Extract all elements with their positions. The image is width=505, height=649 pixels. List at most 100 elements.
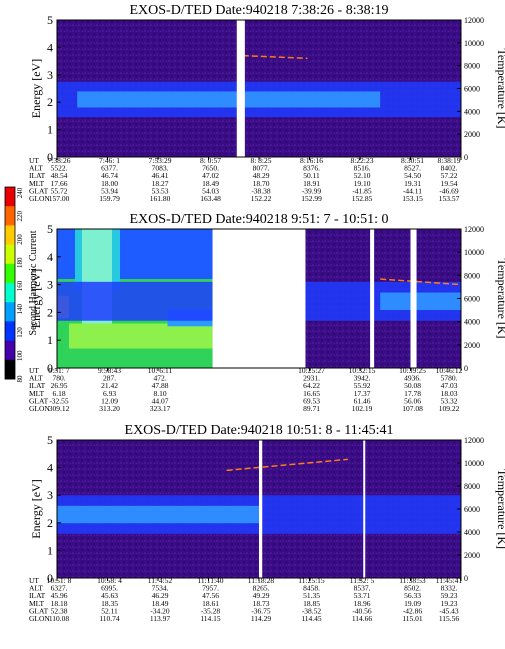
colorbar: 240 220 200 180 160 140 120 100 80 Second Harmoni… xyxy=(4,186,39,383)
colorbar-swatch xyxy=(5,359,15,380)
table-cell: 5780. xyxy=(441,374,458,383)
table-cell: 10:39:25 xyxy=(399,366,426,375)
colorbar-swatch xyxy=(5,283,15,303)
y-tick-label: 3 xyxy=(47,278,53,292)
table-cell: -46.69 xyxy=(439,186,459,195)
y2-tick-label: 12000 xyxy=(464,225,484,234)
y-axis-label: Energy [eV] xyxy=(29,479,43,538)
table-cell: 12.09 xyxy=(101,396,118,405)
table-cell: 53.32 xyxy=(441,396,458,405)
table-cell: 7:53:29 xyxy=(149,156,172,165)
row-label: UT xyxy=(29,576,39,585)
row-label: ILAT xyxy=(29,171,46,180)
table-cell: 50.08 xyxy=(404,381,421,390)
table-cell: 10:25:27 xyxy=(298,366,325,375)
table-cell: 46.74 xyxy=(101,171,118,180)
table-cell: 18.91 xyxy=(303,179,320,188)
table-cell: 19.54 xyxy=(441,179,458,188)
y-tick-label: 5 xyxy=(47,433,53,447)
table-cell: 54.50 xyxy=(404,171,421,180)
colorbar-tick-label: 100 xyxy=(16,350,24,361)
table-cell: 153.57 xyxy=(439,194,460,203)
table-cell: 109.22 xyxy=(439,404,460,413)
y-tick-label: 0 xyxy=(47,150,53,164)
y2-tick-label: 12000 xyxy=(464,16,484,25)
temperature-trace xyxy=(242,54,308,60)
table-cell: 161.80 xyxy=(150,194,171,203)
row-label: UT xyxy=(29,366,39,375)
y-tick-label: 2 xyxy=(47,95,53,109)
y2-axis-label: Temperature [K] xyxy=(495,48,505,128)
table-cell: 18.73 xyxy=(253,599,270,608)
table-cell: 50.11 xyxy=(303,171,320,180)
y2-tick-label: 8000 xyxy=(464,62,480,71)
y2-tick-label: 2000 xyxy=(464,130,480,139)
table-cell: 159.79 xyxy=(99,194,120,203)
table-cell: 7957. xyxy=(202,584,219,593)
colorbar-tick-label: 80 xyxy=(16,375,24,383)
table-cell: 152.85 xyxy=(352,194,373,203)
spectrogram-panel-2: EXOS-D/TED Date:940218 9:51: 7 - 10:51: … xyxy=(29,212,505,413)
row-label: MLT xyxy=(29,179,45,188)
y2-tick-label: 8000 xyxy=(464,482,480,491)
table-cell: 114.29 xyxy=(251,614,272,623)
table-cell: 7:46: 1 xyxy=(99,156,120,165)
table-cell: 46.41 xyxy=(152,171,169,180)
table-cell: 6377. xyxy=(101,164,118,173)
table-cell: 115.01 xyxy=(402,614,423,623)
y-axis-label: Energy [eV] xyxy=(29,59,43,118)
table-cell: 152.99 xyxy=(301,194,322,203)
panel-title: EXOS-D/TED Date:940218 7:38:26 - 8:38:19 xyxy=(130,3,389,18)
y-tick-label: 1 xyxy=(47,333,53,347)
table-cell: 19.23 xyxy=(441,599,458,608)
table-cell: 153.15 xyxy=(402,194,423,203)
table-cell: 9:58:43 xyxy=(98,366,121,375)
y-tick-label: 5 xyxy=(47,222,53,236)
table-cell: 44.07 xyxy=(152,396,169,405)
table-cell: 6995. xyxy=(101,584,118,593)
row-label: GLAT xyxy=(29,186,49,195)
table-cell: 18.70 xyxy=(253,179,270,188)
table-cell: -38.38 xyxy=(251,186,271,195)
row-label: GLON xyxy=(29,614,50,623)
y-tick-label: 3 xyxy=(47,68,53,82)
table-cell: 18.27 xyxy=(152,179,169,188)
table-cell: 114.45 xyxy=(301,614,322,623)
row-label: ILAT xyxy=(29,381,46,390)
table-cell: 157.00 xyxy=(49,194,70,203)
colorbar-label: Second Harmonic Current xyxy=(28,230,39,335)
y-tick-label: 1 xyxy=(47,123,53,137)
y2-tick-label: 6000 xyxy=(464,85,480,94)
y2-tick-label: 4000 xyxy=(464,528,480,537)
y-tick-label: 4 xyxy=(47,250,53,264)
table-cell: 8527. xyxy=(404,164,421,173)
table-cell: 56.33 xyxy=(404,591,421,600)
table-cell: 48.54 xyxy=(51,171,68,180)
row-label: GLON xyxy=(29,404,50,413)
data-gap xyxy=(259,439,263,579)
colorbar-tick-label: 180 xyxy=(16,257,24,268)
table-cell: 17.78 xyxy=(404,389,421,398)
y-tick-label: 2 xyxy=(47,516,53,530)
table-cell: 8537. xyxy=(354,584,371,593)
table-cell: 55.92 xyxy=(354,381,371,390)
table-cell: 64.22 xyxy=(303,381,320,390)
table-cell: 89.71 xyxy=(303,404,320,413)
y2-tick-label: 6000 xyxy=(464,295,480,304)
y-tick-label: 1 xyxy=(47,543,53,557)
table-cell: 11:45:41 xyxy=(436,576,463,585)
table-cell: 110.08 xyxy=(49,614,70,623)
colorbar-tick-label: 240 xyxy=(16,187,24,198)
colorbar-swatch xyxy=(5,244,15,265)
colorbar-swatch xyxy=(5,187,15,207)
table-cell: 59.23 xyxy=(441,591,458,600)
table-cell: 46.29 xyxy=(152,591,169,600)
y2-tick-label: 4000 xyxy=(464,318,480,327)
data-gap xyxy=(236,19,245,158)
row-label: GLON xyxy=(29,194,50,203)
table-cell: 11:32: 5 xyxy=(350,576,375,585)
table-cell: 7:38:26 xyxy=(48,156,71,165)
y-tick-label: 3 xyxy=(47,488,53,502)
table-cell: 113.97 xyxy=(150,614,171,623)
table-cell: 8:16:16 xyxy=(300,156,323,165)
